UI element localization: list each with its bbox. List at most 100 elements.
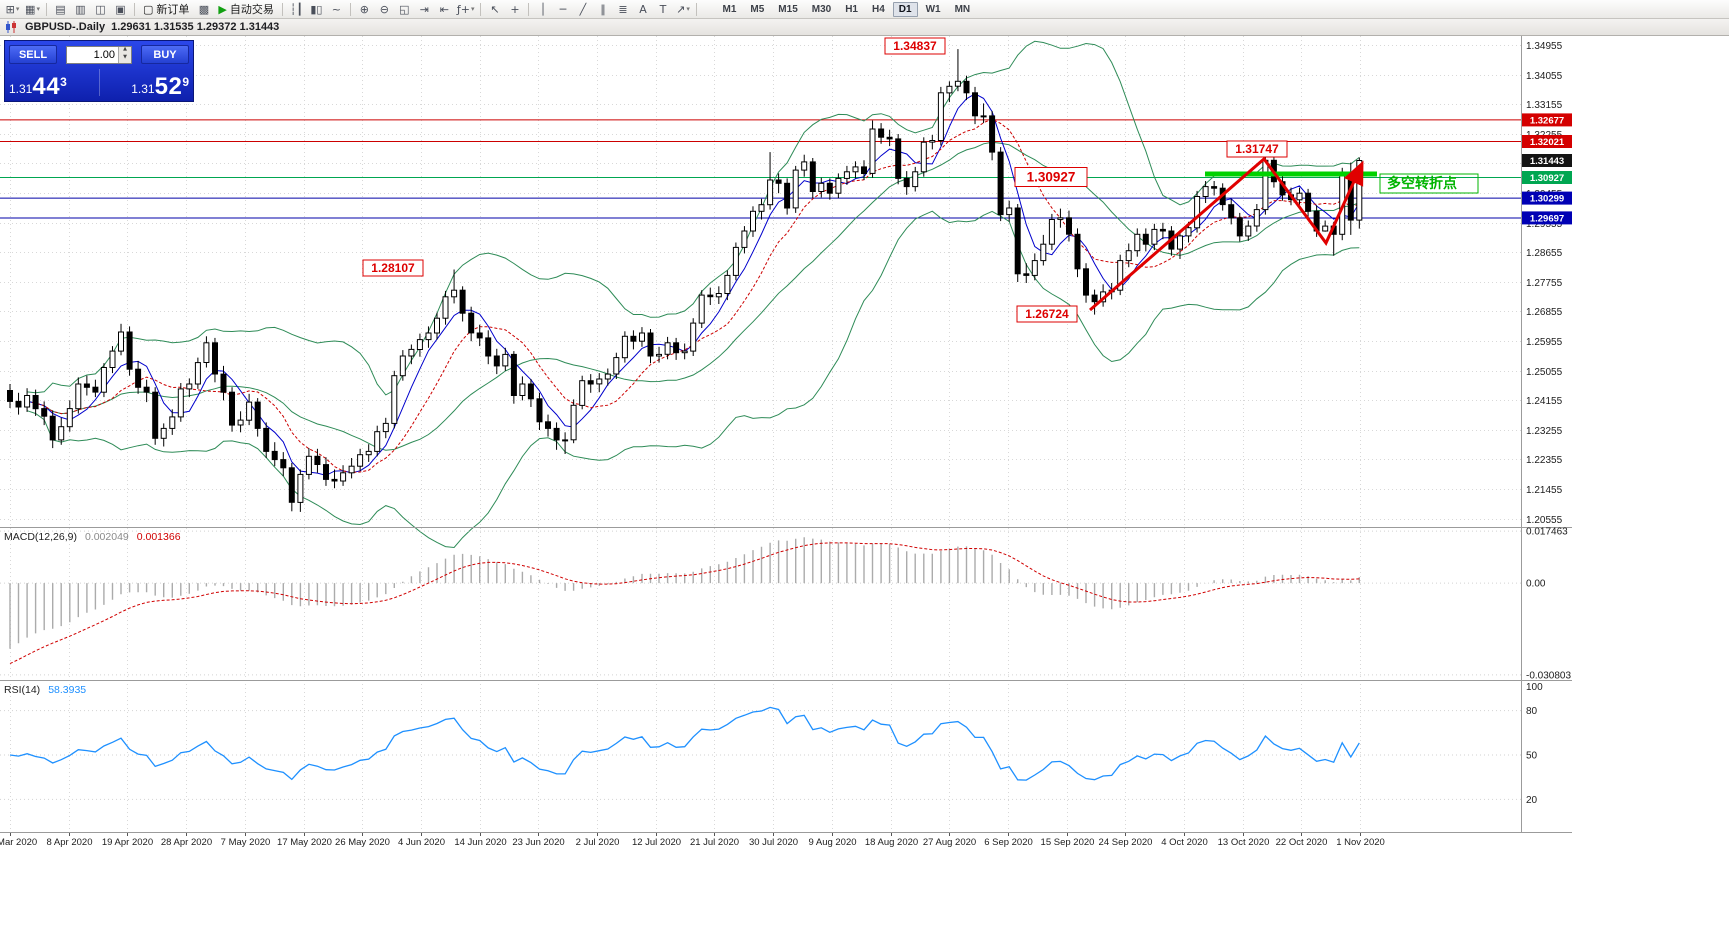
stepper-up-icon[interactable]: ▲: [123, 45, 127, 52]
price-tag-1.32021: 1.32021: [1530, 137, 1565, 148]
sell-price-sup: 3: [60, 75, 67, 89]
sell-button[interactable]: SELL: [9, 45, 57, 64]
buy-button[interactable]: BUY: [141, 45, 189, 64]
svg-text:9 Aug 2020: 9 Aug 2020: [808, 837, 856, 848]
toolbar-separator: [528, 2, 530, 16]
zoom-in-button[interactable]: ⊕: [355, 1, 374, 18]
auto-scroll-icon: ⇥: [419, 2, 429, 16]
price-annotation-label[interactable]: 1.34837: [893, 39, 937, 53]
chart-shift-button[interactable]: ⇤: [435, 1, 454, 18]
svg-text:2 Jul 2020: 2 Jul 2020: [576, 837, 620, 848]
svg-text:80: 80: [1526, 706, 1538, 717]
profiles-icon: ▦: [25, 2, 36, 16]
svg-text:100: 100: [1526, 682, 1543, 693]
price-annotation-box[interactable]: [884, 37, 946, 55]
chart-title: GBPUSD-.Daily: [25, 21, 106, 33]
dropdown-arrow-icon: ▾: [686, 5, 690, 13]
price-tag-1.32677: 1.32677: [1530, 115, 1564, 126]
bollinger-upper-band: [27, 40, 1360, 396]
svg-text:19 Apr 2020: 19 Apr 2020: [102, 837, 153, 848]
volume-stepper[interactable]: ▲ ▼: [118, 45, 131, 63]
strategy-tester-button[interactable]: ▩: [194, 1, 213, 18]
svg-text:1.34055: 1.34055: [1526, 71, 1563, 82]
bar-chart-button[interactable]: ┆┃: [287, 1, 306, 18]
tile-windows-button[interactable]: ◱: [395, 1, 414, 18]
profiles-button[interactable]: ▦ ▾: [23, 1, 42, 18]
price-annotation-label[interactable]: 1.28107: [371, 261, 415, 275]
trend-arrow-line[interactable]: [1089, 156, 1364, 312]
svg-text:1.25955: 1.25955: [1526, 337, 1563, 348]
cursor-button[interactable]: ↖: [485, 1, 504, 18]
turning-point-label[interactable]: 多空转折点: [1387, 175, 1457, 191]
price-tag-1.31443: 1.31443: [1530, 156, 1564, 167]
trendline-button[interactable]: ╱: [573, 1, 592, 18]
price-annotation-box[interactable]: [362, 259, 424, 277]
grid-layer: [0, 36, 1521, 832]
svg-text:17 May 2020: 17 May 2020: [277, 837, 332, 848]
stepper-down-icon[interactable]: ▼: [123, 53, 127, 60]
toolbar-separator: [281, 2, 283, 16]
timeframe-d1[interactable]: D1: [892, 1, 918, 17]
zoom-out-button[interactable]: ⊖: [375, 1, 394, 18]
svg-text:1.29555: 1.29555: [1526, 219, 1563, 230]
data-window-button[interactable]: ▥: [71, 1, 90, 18]
indicators-button[interactable]: ƒ+ ▾: [455, 1, 477, 18]
market-watch-button[interactable]: ▤: [51, 1, 70, 18]
autotrading-button[interactable]: ▶ 自动交易: [214, 1, 277, 18]
arrows-button[interactable]: ↗ ▾: [673, 1, 692, 18]
channel-button[interactable]: ∥: [593, 1, 612, 18]
price-divider: [99, 69, 100, 96]
dropdown-arrow-icon: ▾: [15, 5, 20, 13]
volume-field[interactable]: 1.00 ▲ ▼: [66, 45, 132, 64]
vertical-line-button[interactable]: │: [533, 1, 552, 18]
svg-text:20: 20: [1526, 795, 1538, 806]
text-label-button[interactable]: T: [653, 1, 672, 18]
price-annotation-box[interactable]: [1014, 167, 1088, 187]
timeframe-w1[interactable]: W1: [925, 3, 941, 15]
dropdown-arrow-icon: ▾: [36, 5, 40, 13]
timeframe-h1[interactable]: H1: [845, 3, 858, 15]
timeframe-m30[interactable]: M30: [811, 3, 832, 15]
timeframe-mn[interactable]: MN: [954, 3, 971, 15]
svg-text:7 May 2020: 7 May 2020: [221, 837, 271, 848]
svg-text:24 Sep 2020: 24 Sep 2020: [1099, 837, 1153, 848]
price-annotation-label[interactable]: 1.30927: [1027, 170, 1076, 185]
timeframe-m5[interactable]: M5: [750, 3, 765, 15]
horizontal-line-button[interactable]: ─: [553, 1, 572, 18]
svg-text:30 Mar 2020: 30 Mar 2020: [0, 837, 37, 848]
turning-point-label-box[interactable]: [1379, 173, 1479, 194]
navigator-button[interactable]: ◫: [91, 1, 110, 18]
price-annotation-label[interactable]: 1.31747: [1235, 142, 1279, 156]
volume-value[interactable]: 1.00: [93, 48, 115, 61]
fibonacci-button[interactable]: ≣: [613, 1, 632, 18]
timeframe-m1[interactable]: M1: [722, 3, 737, 15]
sell-price-prefix: 1.31: [9, 82, 33, 96]
terminal-button[interactable]: ▣: [111, 1, 130, 18]
timeframe-h4[interactable]: H4: [872, 3, 885, 15]
new-chart-button[interactable]: ⊞ ▾: [3, 1, 22, 18]
price-annotation-box[interactable]: [1016, 305, 1078, 323]
price-annotation-label[interactable]: 1.26724: [1025, 307, 1069, 321]
timeframe-toolbar: M1 M5 M15 M30 H1 H4 D1 W1 MN: [715, 1, 977, 17]
buy-price-prefix: 1.31: [131, 82, 155, 96]
timeframe-m15[interactable]: M15: [778, 3, 798, 15]
candle-chart-button[interactable]: ▮▯: [307, 1, 326, 18]
buy-price[interactable]: 1.31 52 9: [131, 75, 189, 99]
data-window-icon: ▥: [75, 2, 86, 16]
crosshair-button[interactable]: +: [505, 1, 524, 18]
annotations-layer[interactable]: 多空转折点 1.34837 1.31747 1.30927 1.28107 1.26724: [362, 37, 1479, 323]
svg-text:8 Apr 2020: 8 Apr 2020: [47, 837, 93, 848]
svg-text:RSI(14)58.3935: RSI(14) 58.3935: [4, 684, 86, 696]
candles-layer: [7, 49, 1363, 512]
bollinger-lower-band: [26, 210, 1360, 549]
auto-scroll-button[interactable]: ⇥: [415, 1, 434, 18]
sell-price[interactable]: 1.31 44 3: [9, 75, 67, 99]
line-chart-button[interactable]: ~: [327, 1, 346, 18]
svg-text:22 Oct 2020: 22 Oct 2020: [1276, 837, 1328, 848]
text-button[interactable]: A: [633, 1, 652, 18]
new-order-button[interactable]: ▢ 新订单: [139, 1, 193, 18]
svg-text:1.20555: 1.20555: [1526, 515, 1563, 526]
toolbar-separator: [349, 2, 351, 16]
price-annotation-box[interactable]: [1226, 140, 1288, 158]
